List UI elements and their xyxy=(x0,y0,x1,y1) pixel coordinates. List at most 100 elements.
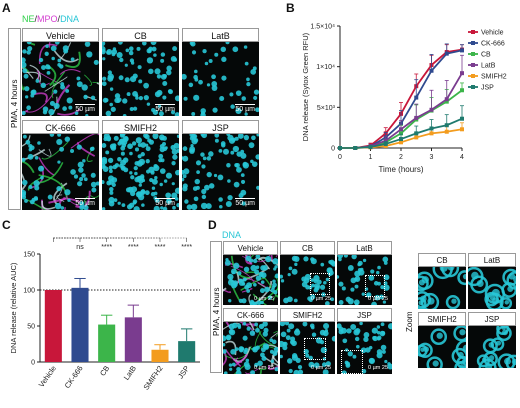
cell-nucleus xyxy=(291,255,298,262)
cell-nucleus xyxy=(255,327,260,333)
cell-nucleus xyxy=(234,347,239,352)
cell-nucleus xyxy=(195,160,202,166)
significance-label: **** xyxy=(128,244,139,251)
cell-nucleus xyxy=(111,177,118,183)
data-point xyxy=(444,51,449,56)
cell-nucleus xyxy=(65,88,70,93)
cell-nucleus xyxy=(196,170,200,174)
cell-nucleus xyxy=(376,331,381,335)
data-point xyxy=(460,71,464,76)
data-point xyxy=(414,95,419,100)
cell-nucleus xyxy=(102,57,106,61)
cell-nucleus xyxy=(284,322,290,326)
cell-nucleus xyxy=(337,255,344,259)
cell-nucleus xyxy=(44,51,49,56)
net-strand xyxy=(90,194,99,198)
cell-nucleus xyxy=(136,46,141,51)
net-strand xyxy=(26,42,36,46)
cell-nucleus xyxy=(174,187,179,194)
cell-nucleus xyxy=(231,322,238,329)
scale-bar-label: 0 µm 25 xyxy=(311,365,331,371)
cell-nucleus xyxy=(112,164,118,170)
cell-nucleus xyxy=(140,152,145,157)
cell-nucleus xyxy=(325,277,330,282)
cell-nucleus xyxy=(162,81,168,87)
cell-nucleus xyxy=(212,107,218,113)
y-tick-label: 0 xyxy=(331,146,335,153)
cell-nucleus xyxy=(164,146,168,150)
cell-nucleus xyxy=(313,287,319,293)
channel-separator: / xyxy=(34,14,38,24)
cell-nucleus xyxy=(235,107,242,115)
micrograph-label: LatB xyxy=(468,253,516,267)
micrograph-label: JSP xyxy=(337,308,392,322)
cell-nucleus xyxy=(387,362,391,366)
y-tick-label: 5×10³ xyxy=(317,105,336,112)
x-tick-label: 2 xyxy=(399,154,403,161)
cell-nucleus xyxy=(162,206,168,210)
cell-nucleus xyxy=(256,300,262,305)
cell-nucleus xyxy=(74,111,79,115)
micrograph-label: CB xyxy=(102,28,179,42)
cell-nucleus xyxy=(137,143,142,147)
cell-nucleus xyxy=(337,323,342,329)
cell-nucleus xyxy=(219,96,225,101)
net-strand xyxy=(49,42,51,48)
cell-nucleus xyxy=(105,110,112,116)
cell-nucleus xyxy=(49,100,56,106)
cell-nucleus xyxy=(323,323,330,330)
cell-nucleus xyxy=(132,199,138,204)
cell-nucleus xyxy=(134,147,140,152)
cell-nucleus xyxy=(260,352,265,358)
cell-nucleus xyxy=(38,165,45,172)
data-point xyxy=(444,97,449,102)
cell-nucleus xyxy=(200,152,205,157)
cell-nucleus xyxy=(28,185,33,190)
data-point xyxy=(429,126,434,131)
cell-nucleus xyxy=(351,255,357,260)
cell-nucleus xyxy=(23,73,29,79)
cell-nucleus xyxy=(229,329,236,336)
cell-nucleus xyxy=(418,275,429,292)
zoom-label: Zoom xyxy=(405,311,414,332)
micrograph-label: Vehicle xyxy=(223,241,278,255)
dna-micrograph-ck-666: CK-666 0 µm 25 xyxy=(223,308,278,374)
cell-nucleus xyxy=(53,89,58,94)
cell-nucleus xyxy=(42,110,48,115)
cell-nucleus xyxy=(160,73,167,80)
data-point xyxy=(444,123,449,128)
cell-nucleus xyxy=(22,57,26,63)
cell-nucleus xyxy=(231,268,237,275)
significance-label: **** xyxy=(155,244,166,251)
cell-nucleus xyxy=(172,154,178,160)
cell-nucleus xyxy=(174,112,179,116)
cell-nucleus xyxy=(150,42,157,46)
cell-nucleus xyxy=(248,142,255,149)
micrograph-image: 50 µm xyxy=(182,134,259,210)
data-point xyxy=(460,48,464,53)
nucleus-lobe xyxy=(462,273,466,280)
cell-nucleus xyxy=(286,328,291,333)
cell-nucleus xyxy=(213,173,218,178)
cell-nucleus xyxy=(293,298,298,303)
cell-nucleus xyxy=(293,329,301,336)
cell-nucleus xyxy=(79,176,84,182)
cell-nucleus xyxy=(125,48,130,53)
cell-nucleus xyxy=(51,56,55,61)
cell-nucleus xyxy=(57,134,62,137)
micrograph-image: 50 µm xyxy=(22,42,99,116)
micrograph-image: 0 µm 25 xyxy=(280,322,335,374)
cell-nucleus xyxy=(288,323,295,330)
cell-nucleus xyxy=(109,87,114,91)
data-point xyxy=(399,127,403,132)
cell-nucleus xyxy=(24,86,30,92)
cell-nucleus xyxy=(76,76,81,81)
cell-nucleus xyxy=(244,61,249,66)
data-point xyxy=(414,115,419,120)
cell-nucleus xyxy=(355,344,360,349)
cell-nucleus xyxy=(232,280,238,286)
panel-c-letter: C xyxy=(2,218,11,232)
cell-nucleus xyxy=(249,299,255,305)
cell-nucleus xyxy=(78,167,84,173)
cell-nucleus xyxy=(250,159,254,164)
